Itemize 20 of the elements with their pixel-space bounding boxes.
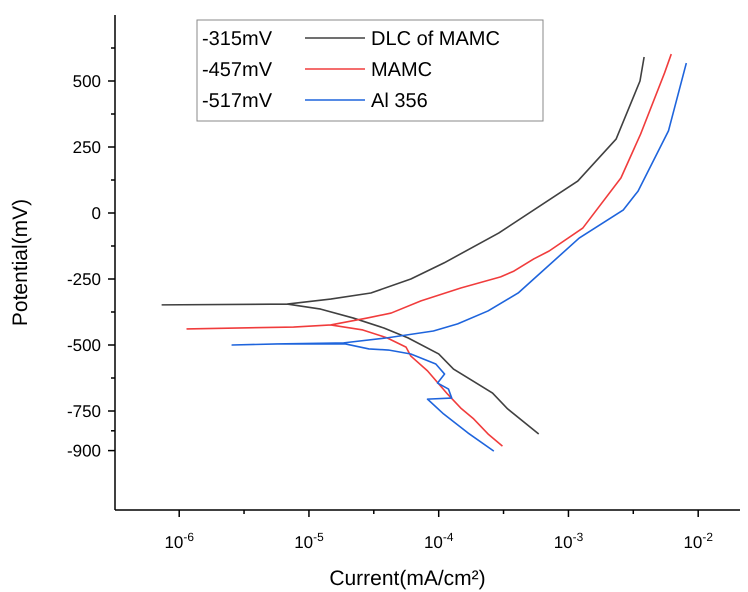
y-tick-label: -250 [66, 270, 101, 289]
x-tick-label: 10$^{-3}$ [554, 530, 584, 552]
y-tick-label: 0 [92, 204, 101, 223]
x-tick-label: 10$^{-4}$ [424, 530, 454, 552]
y-tick-label: -500 [66, 336, 101, 355]
y-tick-label: -750 [66, 402, 101, 421]
y-tick-label: 250 [72, 138, 101, 157]
legend-label: DLC of MAMC [371, 28, 500, 50]
legend-label: Al 356 [371, 90, 428, 112]
y-axis-title: Potential(mV) [9, 198, 32, 326]
legend-label: MAMC [371, 59, 432, 81]
x-axis-title: Current(mA/cm²) [329, 567, 486, 590]
y-tick-label: 500 [72, 72, 101, 91]
x-tick-label: 10$^{-5}$ [294, 530, 324, 552]
annotation: -517mV [202, 90, 273, 112]
x-tick-label: 10$^{-2}$ [683, 530, 714, 552]
annotation: -457mV [202, 59, 273, 81]
x-tick-label: 10$^{-6}$ [164, 530, 194, 552]
y-tick-label: -900 [66, 442, 101, 461]
annotation: -315mV [202, 28, 273, 50]
